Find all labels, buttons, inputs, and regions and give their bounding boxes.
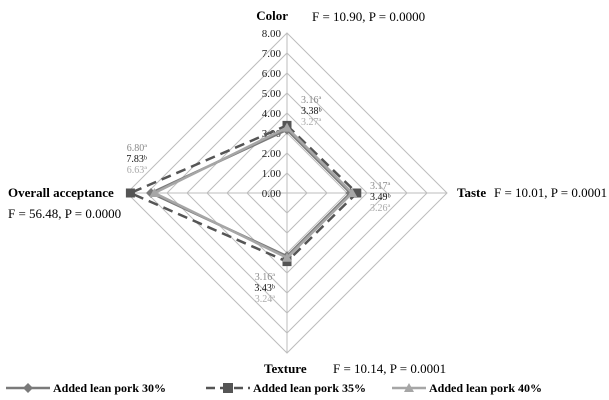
data-label: 3.24ª [255, 294, 276, 305]
tick-label: 5.00 [262, 88, 282, 100]
data-label: 3.16ª [301, 95, 322, 106]
series-point-2 [282, 252, 292, 262]
axis-name-overall-acceptance: Overall acceptance [8, 185, 114, 200]
axis-stat-color: F = 10.90, P = 0.0000 [312, 9, 425, 24]
series-point-2 [149, 188, 160, 197]
legend-item-35: Added lean pork 35% [206, 378, 366, 398]
legend-label-35: Added lean pork 35% [253, 380, 367, 395]
axis-name-taste: Taste [457, 185, 486, 200]
tick-label: 1.00 [262, 168, 282, 180]
axis-stat-texture: F = 10.14, P = 0.0001 [333, 361, 446, 376]
axis-stat-taste: F = 10.01, P = 0.0001 [494, 185, 607, 200]
tick-label: 4.00 [262, 108, 282, 120]
axis-name-texture: Texture [264, 361, 307, 376]
data-labels: 3.16ª3.38ᵇ3.27ª3.17ª3.49ᵇ3.26ª3.16ª3.43ᵇ… [126, 95, 390, 305]
legend-item-40: Added lean pork 40% [392, 378, 542, 398]
data-label: 3.16ª [255, 272, 276, 283]
tick-label: 0.00 [262, 188, 282, 200]
series-point-2 [347, 188, 358, 197]
tick-label: 7.00 [262, 48, 282, 60]
radar-grid [126, 32, 448, 354]
tick-label: 2.00 [262, 148, 282, 160]
data-label: 3.17ª [370, 181, 391, 192]
data-label: 3.27ª [301, 117, 322, 128]
legend-label-40: Added lean pork 40% [429, 380, 543, 395]
axis-stat-overall-acceptance: F = 56.48, P = 0.0000 [8, 206, 121, 221]
series-point-1 [352, 188, 362, 198]
data-label: 3.26ª [370, 203, 391, 214]
series-point-2 [282, 122, 292, 132]
legend-swatch-35 [206, 383, 250, 393]
data-label: 6.63ª [127, 165, 148, 176]
legend-label-30: Added lean pork 30% [53, 380, 167, 395]
data-label: 3.43ᵇ [254, 283, 275, 294]
tick-label: 6.00 [262, 68, 282, 80]
legend-item-30: Added lean pork 30% [6, 378, 166, 398]
tick-label: 8.00 [262, 28, 282, 40]
legend: Added lean pork 30% Added lean pork 35% … [0, 378, 609, 398]
legend-swatch-40 [392, 383, 426, 392]
data-label: 3.49ᵇ [370, 192, 391, 203]
data-label: 7.83ᵇ [126, 154, 147, 165]
radial-tick-labels: 0.001.002.003.004.005.006.007.008.00 [262, 28, 282, 200]
series-point-1 [125, 188, 135, 198]
series-layer [125, 120, 362, 267]
data-label: 6.80ª [127, 143, 148, 154]
legend-swatch-30 [6, 383, 50, 393]
axis-name-color: Color [256, 8, 288, 23]
axis-names: Color F = 10.90, P = 0.0000 Taste F = 10… [8, 8, 607, 376]
data-label: 3.38ᵇ [301, 106, 322, 117]
